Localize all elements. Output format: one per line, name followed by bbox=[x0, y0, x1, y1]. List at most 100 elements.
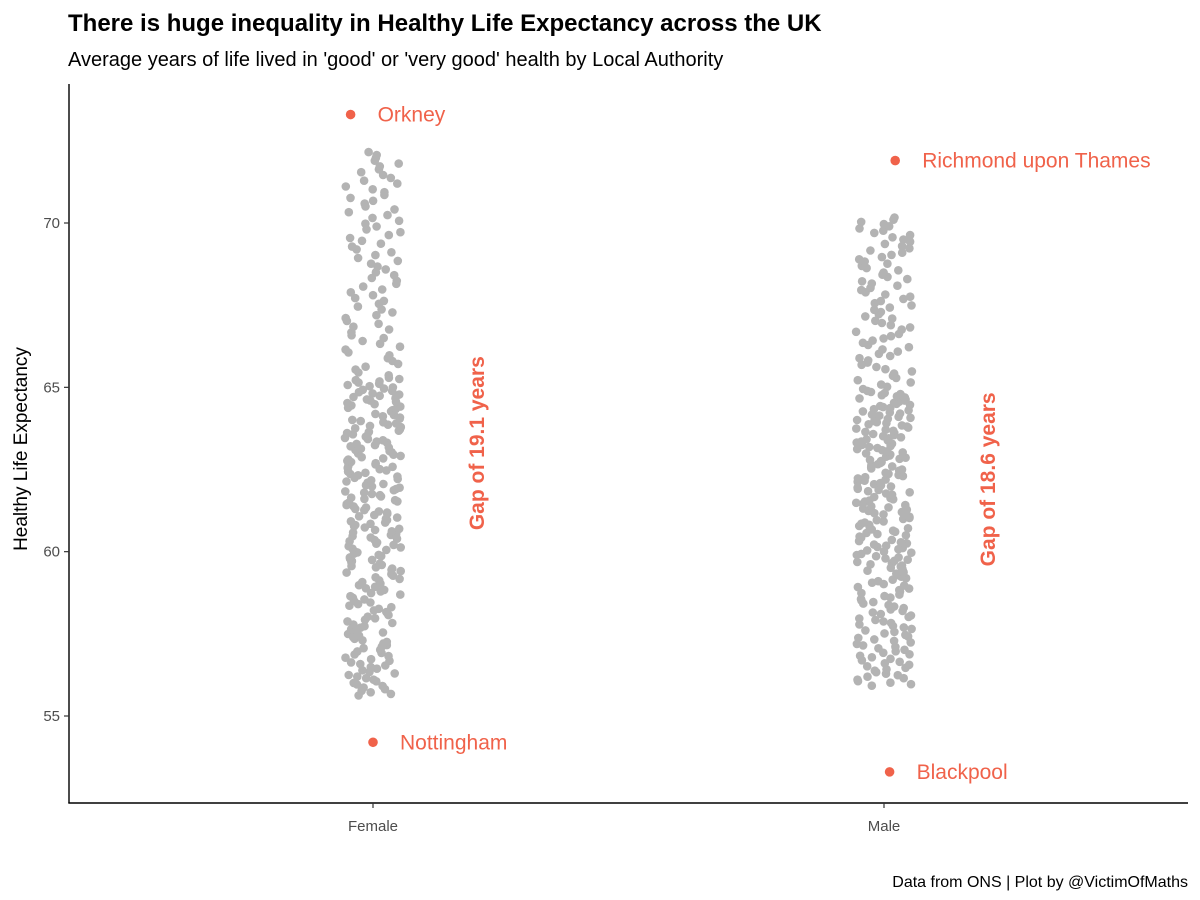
data-point bbox=[872, 362, 881, 372]
data-point bbox=[341, 313, 351, 323]
data-point bbox=[378, 628, 388, 637]
highlight-label: Orkney bbox=[378, 104, 446, 127]
data-point bbox=[379, 585, 389, 595]
data-point bbox=[390, 205, 399, 214]
data-point bbox=[382, 637, 392, 647]
y-axis-ticks: 55 60 65 70 bbox=[43, 215, 69, 725]
data-point bbox=[342, 568, 351, 577]
data-point bbox=[371, 458, 381, 468]
data-point bbox=[382, 466, 391, 475]
data-point bbox=[867, 681, 877, 690]
data-point bbox=[855, 394, 864, 403]
data-point bbox=[854, 633, 863, 643]
data-point bbox=[386, 689, 396, 699]
data-point bbox=[361, 362, 370, 372]
data-point bbox=[898, 448, 907, 457]
data-point bbox=[395, 342, 405, 352]
data-point bbox=[863, 356, 873, 365]
data-point bbox=[905, 230, 915, 240]
data-point bbox=[343, 380, 353, 390]
data-point bbox=[396, 566, 406, 576]
data-point bbox=[346, 193, 355, 203]
data-point bbox=[366, 519, 375, 529]
data-point bbox=[871, 316, 880, 326]
chart-title: There is huge inequality in Healthy Life… bbox=[68, 10, 822, 37]
data-point bbox=[877, 252, 887, 262]
highlight-label: Blackpool bbox=[917, 761, 1008, 784]
data-point bbox=[886, 654, 895, 664]
data-point bbox=[384, 230, 394, 240]
data-point bbox=[371, 573, 380, 582]
data-points bbox=[340, 147, 917, 700]
data-point bbox=[375, 391, 385, 401]
data-point bbox=[341, 182, 351, 191]
data-point bbox=[884, 600, 893, 610]
data-point bbox=[359, 643, 368, 653]
data-point bbox=[361, 503, 371, 512]
data-point bbox=[897, 325, 906, 334]
data-point bbox=[346, 493, 356, 503]
data-point bbox=[870, 666, 880, 675]
data-point bbox=[866, 560, 875, 569]
data-point bbox=[394, 159, 404, 168]
data-point bbox=[893, 670, 903, 680]
data-point bbox=[363, 612, 373, 621]
data-point bbox=[366, 259, 376, 269]
x-tick-label: Male bbox=[868, 818, 901, 835]
data-point bbox=[374, 319, 383, 329]
data-point bbox=[378, 681, 387, 691]
data-point bbox=[374, 604, 384, 614]
data-point bbox=[889, 426, 898, 436]
data-point bbox=[887, 462, 897, 471]
data-point bbox=[348, 415, 357, 425]
data-point bbox=[370, 614, 380, 623]
data-point bbox=[353, 471, 363, 480]
data-point bbox=[853, 582, 863, 592]
data-point bbox=[861, 449, 871, 458]
data-point bbox=[388, 462, 397, 472]
data-point bbox=[854, 254, 864, 264]
chart-subtitle: Average years of life lived in 'good' or… bbox=[68, 49, 723, 71]
data-point bbox=[367, 489, 377, 499]
data-point bbox=[888, 526, 898, 535]
data-point bbox=[855, 224, 864, 233]
data-point bbox=[342, 477, 351, 486]
data-point bbox=[857, 277, 867, 286]
data-point bbox=[368, 290, 378, 300]
data-point bbox=[879, 617, 888, 626]
data-point bbox=[381, 265, 391, 274]
data-point bbox=[379, 479, 388, 489]
data-point bbox=[896, 389, 905, 399]
data-point bbox=[867, 653, 877, 662]
data-point bbox=[375, 559, 385, 568]
highlight-label: Nottingham bbox=[400, 731, 507, 754]
data-point bbox=[897, 465, 907, 474]
data-point bbox=[367, 555, 377, 565]
data-point bbox=[855, 532, 864, 541]
data-point bbox=[884, 503, 893, 512]
data-point bbox=[860, 518, 870, 527]
data-point bbox=[374, 507, 384, 516]
data-point bbox=[899, 623, 909, 632]
data-point bbox=[375, 162, 385, 171]
data-point bbox=[374, 550, 384, 560]
data-point bbox=[855, 651, 865, 661]
data-point bbox=[346, 288, 356, 297]
data-point bbox=[393, 472, 402, 481]
data-point bbox=[372, 310, 381, 320]
y-tick-label: 70 bbox=[43, 215, 60, 232]
data-point bbox=[890, 213, 899, 222]
data-point bbox=[852, 415, 862, 425]
data-point bbox=[387, 248, 396, 257]
data-point bbox=[379, 333, 389, 343]
data-point bbox=[881, 425, 890, 435]
data-point bbox=[861, 427, 870, 437]
data-point bbox=[341, 487, 350, 496]
data-point bbox=[869, 492, 879, 502]
data-point bbox=[349, 678, 359, 688]
data-point bbox=[853, 675, 862, 684]
y-tick-label: 60 bbox=[43, 544, 60, 561]
data-point bbox=[384, 371, 394, 380]
data-point bbox=[375, 377, 384, 386]
